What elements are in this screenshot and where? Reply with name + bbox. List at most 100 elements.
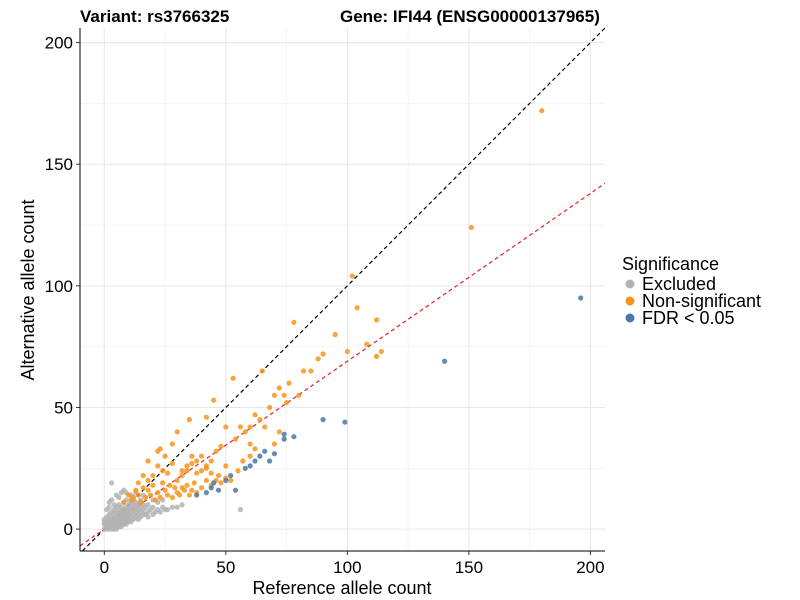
point-non-significant <box>174 429 180 435</box>
point-fdr-0-05 <box>208 485 214 491</box>
point-fdr-0-05 <box>441 358 448 364</box>
point-fdr-0-05 <box>342 419 348 425</box>
point-non-significant <box>208 458 214 464</box>
point-non-significant <box>191 480 197 486</box>
point-non-significant <box>242 429 248 435</box>
point-non-significant <box>128 497 134 503</box>
point-fdr-0-05 <box>266 458 273 464</box>
point-non-significant <box>145 477 151 484</box>
point-non-significant <box>240 458 246 464</box>
point-non-significant <box>174 477 180 484</box>
point-non-significant <box>147 492 154 498</box>
point-non-significant <box>198 485 205 491</box>
point-non-significant <box>252 446 258 452</box>
point-non-significant <box>291 319 297 325</box>
point-non-significant <box>140 485 146 491</box>
point-non-significant <box>266 404 273 411</box>
point-non-significant <box>155 490 161 496</box>
point-fdr-0-05 <box>578 295 584 301</box>
point-non-significant <box>169 460 175 467</box>
legend-swatch-fdr <box>625 313 635 323</box>
grid <box>80 28 605 551</box>
point-non-significant <box>213 448 219 454</box>
point-non-significant <box>155 448 161 454</box>
point-non-significant <box>164 492 171 498</box>
point-excluded <box>116 494 122 501</box>
point-fdr-0-05 <box>271 451 278 457</box>
legend-swatch-non-significant <box>625 296 635 306</box>
point-excluded <box>111 502 117 508</box>
point-non-significant <box>186 417 192 423</box>
point-non-significant <box>276 429 282 435</box>
point-non-significant <box>145 487 151 493</box>
point-non-significant <box>237 424 244 430</box>
point-non-significant <box>181 487 188 493</box>
point-non-significant <box>160 468 166 474</box>
point-non-significant <box>194 470 200 476</box>
point-non-significant <box>259 368 265 374</box>
point-non-significant <box>184 468 190 474</box>
x-tick-label: 150 <box>455 558 483 577</box>
point-non-significant <box>247 424 253 430</box>
point-non-significant <box>143 494 149 501</box>
point-fdr-0-05 <box>215 487 222 493</box>
point-fdr-0-05 <box>281 431 287 437</box>
point-non-significant <box>315 356 321 362</box>
point-excluded <box>157 509 163 515</box>
point-non-significant <box>164 470 171 476</box>
point-excluded <box>174 504 180 510</box>
point-non-significant <box>167 482 173 488</box>
point-non-significant <box>203 414 209 420</box>
point-non-significant <box>150 472 156 479</box>
point-non-significant <box>172 485 178 491</box>
y-tick-label: 0 <box>64 520 73 539</box>
legend: Significance Excluded Non-significant FD… <box>622 254 761 328</box>
point-non-significant <box>157 494 163 501</box>
point-non-significant <box>276 385 282 391</box>
point-non-significant <box>169 441 175 447</box>
point-non-significant <box>247 441 253 447</box>
point-non-significant <box>218 443 224 449</box>
point-non-significant <box>228 477 234 484</box>
point-non-significant <box>373 353 380 359</box>
point-non-significant <box>320 351 326 357</box>
point-excluded <box>145 502 151 508</box>
point-non-significant <box>271 392 278 398</box>
point-non-significant <box>162 453 168 459</box>
point-excluded <box>150 504 156 510</box>
point-fdr-0-05 <box>257 453 263 459</box>
point-non-significant <box>271 441 278 447</box>
y-tick-label: 200 <box>45 34 73 53</box>
plot-area <box>79 27 606 552</box>
point-excluded <box>106 504 112 510</box>
point-non-significant <box>349 273 355 279</box>
point-excluded <box>108 497 115 503</box>
point-non-significant <box>332 331 338 338</box>
series-non-significant <box>121 108 545 505</box>
point-non-significant <box>198 453 205 459</box>
legend-label-excluded: Excluded <box>642 274 716 294</box>
data-points <box>101 108 584 532</box>
y-axis-ticks: 0 50 100 150 200 <box>45 34 80 539</box>
point-non-significant <box>354 305 360 311</box>
point-excluded <box>108 480 115 486</box>
point-non-significant <box>247 453 253 459</box>
point-non-significant <box>262 424 268 430</box>
chart-title-variant: Variant: rs3766325 <box>80 7 229 26</box>
point-non-significant <box>198 468 205 474</box>
point-non-significant <box>203 463 209 469</box>
point-non-significant <box>378 348 384 355</box>
point-non-significant <box>344 348 350 355</box>
point-non-significant <box>160 480 166 486</box>
point-non-significant <box>223 424 229 430</box>
point-non-significant <box>281 392 287 398</box>
point-non-significant <box>539 108 545 114</box>
point-non-significant <box>286 380 292 386</box>
point-non-significant <box>189 453 195 459</box>
point-non-significant <box>138 499 144 505</box>
point-non-significant <box>194 458 200 464</box>
point-non-significant <box>189 460 195 467</box>
point-non-significant <box>179 468 185 474</box>
legend-label-fdr: FDR < 0.05 <box>642 308 735 328</box>
point-fdr-0-05 <box>320 417 326 423</box>
